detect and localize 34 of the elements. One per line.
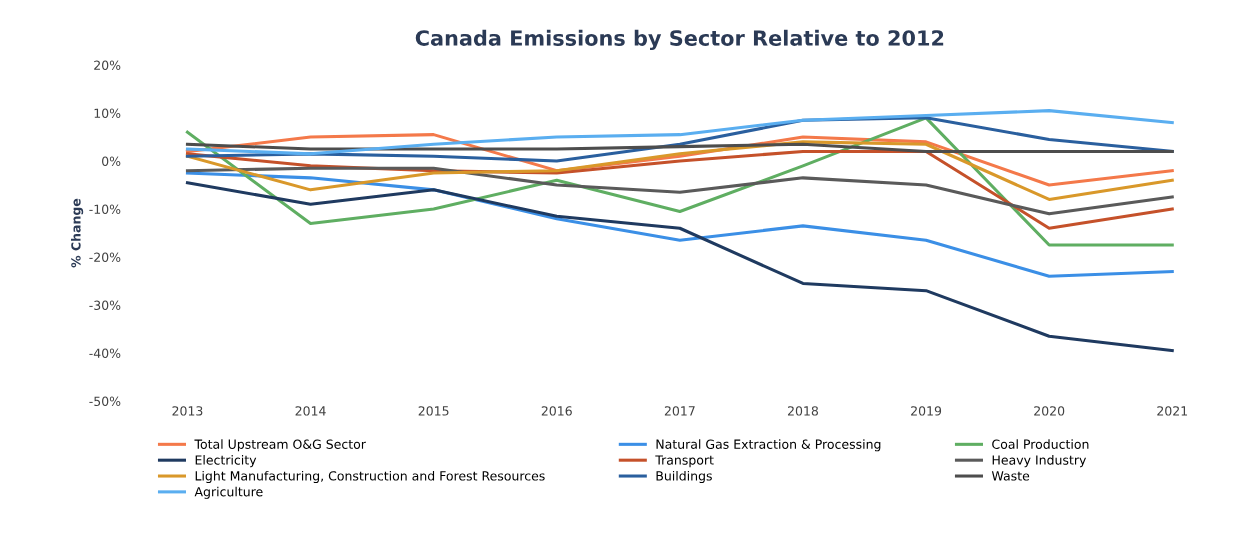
legend-label: Waste — [991, 471, 1030, 481]
y-tick-label: -10% — [89, 204, 121, 214]
y-tick-label: -40% — [89, 348, 121, 358]
x-tick-label: 2019 — [911, 406, 942, 416]
legend-label: Agriculture — [194, 486, 263, 499]
legend-label: Heavy Industry — [992, 455, 1087, 468]
line-series — [185, 109, 1174, 156]
chart-title: Canada Emissions by Sector Relative to 2012 — [415, 29, 944, 51]
line-series — [185, 181, 1174, 353]
x-tick-label: 2015 — [418, 406, 449, 416]
x-tick-label: 2013 — [172, 406, 203, 416]
y-tick-label: -50% — [89, 396, 121, 407]
y-tick-label: 10% — [94, 108, 121, 118]
legend-label: Transport — [655, 455, 714, 468]
x-tick-label: 2020 — [1034, 406, 1065, 416]
x-tick-label: 2016 — [541, 406, 572, 416]
y-tick-label: 0% — [102, 156, 121, 166]
y-tick-label: 20% — [94, 60, 121, 70]
legend-label: Total Upstream O&G Sector — [194, 439, 366, 452]
legend-label: Light Manufacturing, Construction and Forest Resources — [195, 470, 545, 484]
line-series — [185, 142, 1174, 153]
line-series — [185, 166, 1174, 216]
y-tick-label: -30% — [89, 300, 121, 310]
x-tick-label: 2018 — [787, 406, 819, 416]
legend-label: Natural Gas Extraction & Processing — [656, 439, 881, 452]
legend-label: Coal Production — [992, 439, 1089, 449]
y-axis-title: % Change — [71, 198, 84, 268]
y-tick-label: -20% — [89, 252, 121, 262]
legend-label: Electricity — [195, 455, 257, 468]
legend-label: Buildings — [656, 470, 712, 484]
x-tick-label: 2021 — [1157, 406, 1188, 416]
x-tick-label: 2014 — [295, 406, 326, 416]
line-series — [185, 140, 1174, 201]
x-tick-label: 2017 — [664, 406, 695, 416]
